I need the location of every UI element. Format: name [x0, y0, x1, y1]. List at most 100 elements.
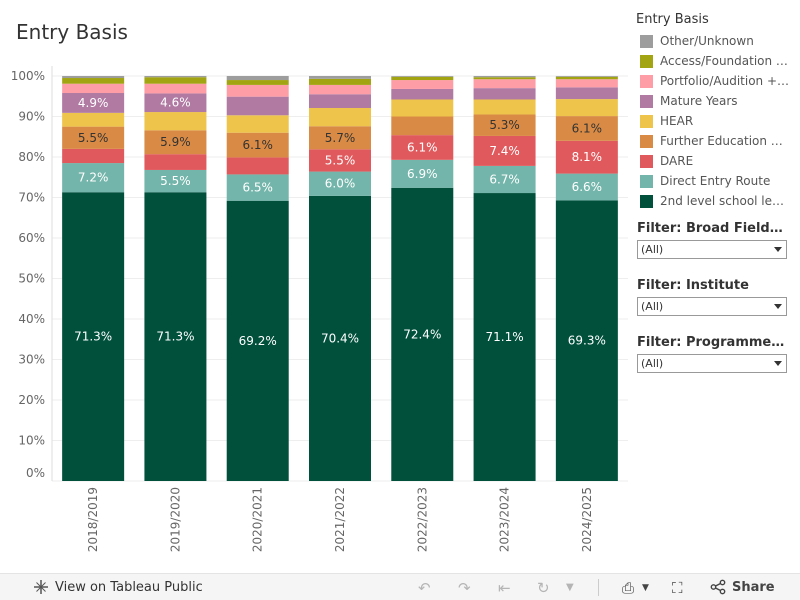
- legend-label: HEAR: [660, 114, 694, 128]
- legend-item[interactable]: DARE: [636, 151, 796, 171]
- legend-item[interactable]: HEAR: [636, 111, 796, 131]
- legend-item[interactable]: Other/Unknown: [636, 31, 796, 51]
- bar-segment: [62, 163, 125, 193]
- filter-programme-type-select[interactable]: (All): [637, 354, 787, 373]
- bar-segment: [555, 79, 618, 88]
- legend-item[interactable]: Portfolio/Audition + ...: [636, 71, 796, 91]
- bar-segment: [473, 114, 536, 136]
- bar-segment: [62, 83, 125, 94]
- bar-segment: [473, 135, 536, 166]
- undo-icon[interactable]: ↶: [418, 579, 431, 597]
- legend-swatch: [640, 114, 653, 128]
- bar-segment: [144, 112, 207, 131]
- data-label: 8.1%: [572, 150, 603, 164]
- data-label: 4.6%: [160, 96, 191, 110]
- share-label: Share: [732, 579, 775, 595]
- data-label: 7.2%: [78, 171, 109, 185]
- share-icon: [710, 579, 726, 595]
- tableau-toolbar: View on Tableau Public ↶ ↷ ⇤ ↻ ▼ ⎙ ▼ ⛶ S…: [0, 573, 800, 600]
- bar-segment: [309, 76, 371, 79]
- filter-institute-title: Filter: Institute: [637, 278, 749, 293]
- legend-item[interactable]: 2nd level school leav...: [636, 191, 796, 211]
- x-tick-label: 2019/2020: [168, 487, 182, 552]
- legend-label: Mature Years: [660, 94, 738, 108]
- data-label: 69.2%: [239, 334, 277, 348]
- bar-segment: [144, 169, 207, 193]
- data-label: 5.7%: [325, 131, 356, 145]
- bar-segment: [62, 192, 125, 482]
- chevron-down-icon: [774, 361, 782, 366]
- filter-broad-field-value: (All): [641, 243, 664, 256]
- bar-segment: [62, 112, 125, 127]
- toolbar-divider: [598, 579, 599, 596]
- fullscreen-icon[interactable]: ⛶: [672, 579, 683, 597]
- refresh-menu-chevron-icon[interactable]: ▼: [566, 582, 574, 593]
- legend-swatch: [640, 134, 653, 148]
- y-tick-label: 80%: [18, 150, 45, 164]
- refresh-icon[interactable]: ↻: [537, 579, 550, 597]
- data-label: 5.5%: [160, 174, 191, 188]
- revert-icon[interactable]: ⇤: [498, 579, 511, 597]
- bar-segment: [226, 157, 289, 175]
- legend-item[interactable]: Mature Years: [636, 91, 796, 111]
- bar-segment: [226, 96, 289, 116]
- bar-segment: [555, 87, 618, 100]
- y-tick-label: 10%: [18, 434, 45, 448]
- data-label: 71.3%: [156, 330, 194, 344]
- bar-segment: [309, 171, 371, 196]
- redo-icon[interactable]: ↷: [458, 579, 471, 597]
- bar-segment: [555, 116, 618, 141]
- data-label: 5.3%: [489, 118, 520, 132]
- filter-institute-select[interactable]: (All): [637, 297, 787, 316]
- bar-segment: [555, 76, 618, 77]
- legend-swatch: [640, 74, 653, 88]
- share-button[interactable]: Share: [710, 579, 775, 595]
- legend-swatch: [640, 94, 653, 108]
- legend-item[interactable]: Access/Foundation c...: [636, 51, 796, 71]
- legend-title: Entry Basis: [636, 12, 709, 27]
- bar-segment: [144, 154, 207, 170]
- legend-label: Further Education A...: [660, 134, 790, 148]
- bar-segment: [144, 83, 207, 94]
- bar-segment: [309, 107, 371, 127]
- download-menu-chevron-icon[interactable]: ▼: [642, 583, 649, 593]
- filter-institute: Filter: Institute (All): [637, 278, 787, 316]
- legend-label: Portfolio/Audition + ...: [660, 74, 790, 88]
- bar-segment: [226, 84, 289, 97]
- bar-segment: [226, 115, 289, 133]
- bar-segment: [391, 80, 454, 89]
- stacked-bar-chart: 0% 10% 20% 30% 40% 50% 60% 70% 80% 90% 100% 71.3% 7.…: [11, 66, 628, 552]
- bar-segment: [391, 99, 454, 117]
- legend-item[interactable]: Direct Entry Route: [636, 171, 796, 191]
- bar-segment: [309, 84, 371, 95]
- chevron-down-icon: [774, 247, 782, 252]
- data-label: 4.9%: [78, 96, 109, 110]
- legend: Entry Basis Other/Unknown Access/Foundati…: [636, 12, 796, 211]
- download-icon[interactable]: ⎙: [622, 579, 635, 597]
- legend-swatch: [640, 154, 653, 168]
- view-on-tableau-label: View on Tableau Public: [55, 579, 203, 595]
- y-tick-label: 90%: [18, 110, 45, 124]
- bar-segment: [62, 126, 125, 149]
- data-label: 6.5%: [242, 181, 273, 195]
- x-tick-label: 2022/2023: [415, 487, 429, 552]
- bar-segment: [309, 149, 371, 172]
- y-tick-label: 40%: [18, 312, 45, 326]
- bar-segment: [309, 126, 371, 150]
- x-tick-label: 2024/2025: [580, 487, 594, 552]
- legend-swatch: [640, 54, 653, 68]
- y-tick-label: 20%: [18, 393, 45, 407]
- bar-segment: [144, 130, 207, 155]
- filter-programme-type-title: Filter: Programme Type: [637, 335, 787, 350]
- filter-programme-type: Filter: Programme Type (All): [637, 335, 787, 373]
- bar-segment: [473, 165, 536, 194]
- bar-segment: [62, 93, 125, 113]
- view-on-tableau-link[interactable]: View on Tableau Public: [33, 579, 203, 595]
- bar-segment: [555, 173, 618, 201]
- data-label: 6.9%: [407, 167, 438, 181]
- legend-item[interactable]: Further Education A...: [636, 131, 796, 151]
- bar-segment: [144, 77, 207, 84]
- filter-broad-field-select[interactable]: (All): [637, 240, 787, 259]
- filter-broad-field: Filter: Broad Field of St... (All): [637, 221, 787, 259]
- y-tick-label: 0%: [26, 466, 45, 480]
